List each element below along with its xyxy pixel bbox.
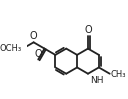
Text: NH: NH [90,76,103,85]
Text: O: O [29,31,37,41]
Text: O: O [85,25,93,35]
Text: CH₃: CH₃ [111,70,126,79]
Text: O: O [34,49,42,59]
Text: OCH₃: OCH₃ [0,43,22,52]
